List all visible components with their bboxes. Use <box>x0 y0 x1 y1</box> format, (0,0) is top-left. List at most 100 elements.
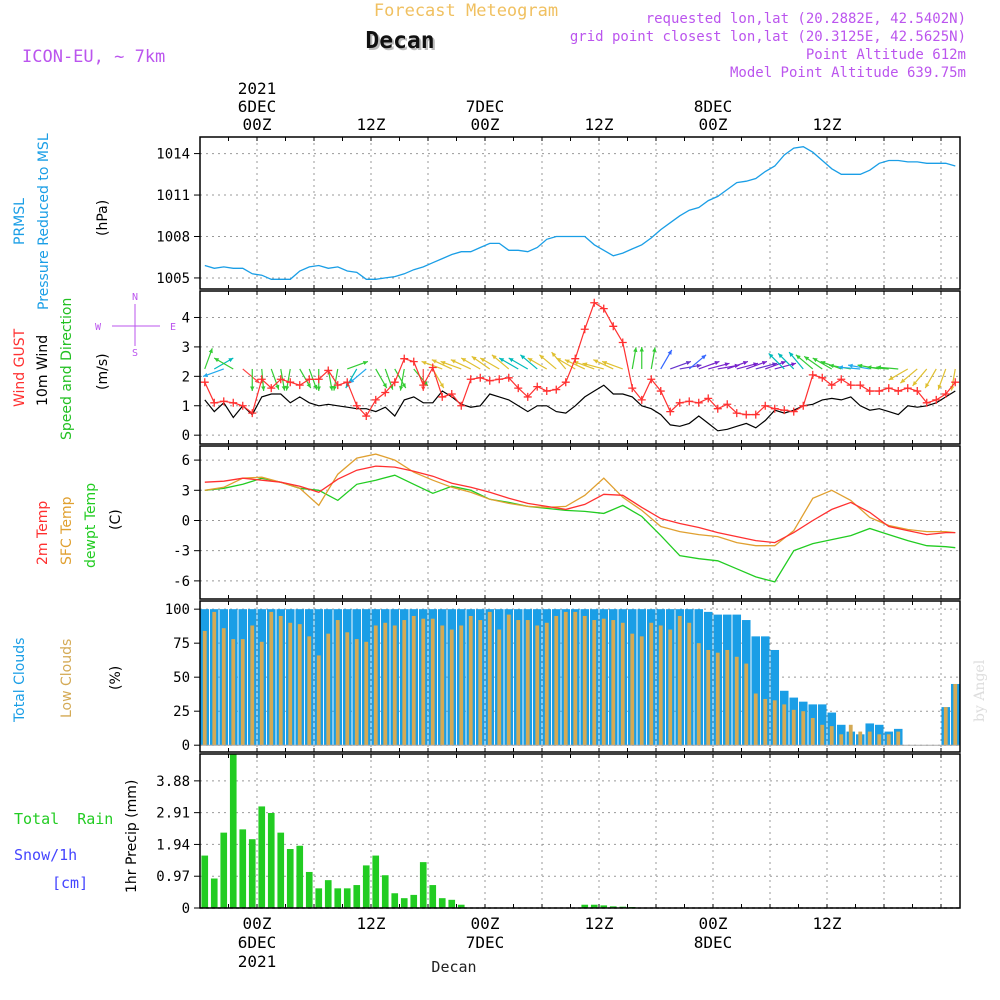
rain-bar <box>201 855 209 908</box>
low-cloud-bar <box>677 615 682 746</box>
rain-bar <box>286 849 294 908</box>
low-cloud-bar <box>468 615 473 746</box>
gust-marker <box>656 387 665 396</box>
wind-direction-arrow <box>900 368 918 384</box>
gust-marker <box>276 375 285 384</box>
gust-marker <box>675 398 684 407</box>
wind-direction-arrow <box>876 365 899 370</box>
gust-marker <box>257 375 266 384</box>
low-cloud-bar <box>202 630 207 746</box>
top-time-label: 00Z <box>699 115 728 134</box>
arrow-head <box>431 359 437 364</box>
precip-labels: Total Rain Snow/1h [cm] 1hr Precip (mm) <box>14 780 140 893</box>
rain-bar <box>362 865 370 908</box>
wind-direction-arrows <box>202 346 956 391</box>
low-cloud-bar <box>763 698 768 746</box>
gust-marker <box>400 354 409 363</box>
cloud-unit: (%) <box>108 666 124 690</box>
arrow-head <box>281 385 286 391</box>
arrow-head <box>306 383 311 389</box>
gust-marker <box>637 395 646 404</box>
low-cloud-bar <box>839 734 844 746</box>
wind-direction-arrow <box>639 346 644 369</box>
gust-marker <box>352 401 361 410</box>
wind-direction-arrow <box>679 363 702 370</box>
arrow-head <box>593 359 599 364</box>
low-cloud-bar <box>250 625 255 746</box>
pressure-line <box>204 146 956 280</box>
rain-bar <box>248 839 256 908</box>
gust-marker <box>457 401 466 410</box>
low-cloud-bar <box>354 639 359 746</box>
arrow-head <box>857 363 863 369</box>
model-label: ICON-EU, ~ 7km <box>22 47 165 67</box>
compass-n: N <box>132 292 138 303</box>
wind-direction-arrow <box>866 365 889 370</box>
gust-marker <box>875 387 884 396</box>
low-cloud-bar <box>563 611 568 746</box>
wind-direction-arrow <box>491 354 510 370</box>
gust-marker <box>286 378 295 387</box>
low-cloud-bar <box>829 726 834 746</box>
wind-direction-arrow <box>593 359 614 370</box>
arrow-head <box>912 380 918 386</box>
arrow-head <box>667 349 672 355</box>
low-cloud-bar <box>592 620 597 746</box>
wind-gust-line <box>204 301 956 417</box>
gust-marker <box>381 388 390 397</box>
arrow-head <box>742 360 748 366</box>
precip-ytick-label: 1.94 <box>156 837 190 853</box>
bottom-station-label: Decan <box>431 958 476 976</box>
low-cloud-bar <box>240 639 245 746</box>
gust-marker <box>704 394 713 403</box>
low-cloud-bar <box>373 625 378 746</box>
gust-marker <box>219 397 228 406</box>
arrow-head <box>261 386 266 391</box>
gust-marker <box>295 381 304 390</box>
wind-direction-arrow <box>777 352 795 370</box>
pressure-frame <box>199 136 961 290</box>
gust-marker <box>476 373 485 382</box>
temp2m-label: 2m Temp <box>35 501 51 565</box>
arrow-head <box>520 354 526 360</box>
compass-w: W <box>95 322 102 333</box>
low-cloud-bar <box>953 683 958 746</box>
wind-direction-arrow <box>582 362 604 370</box>
wind-ytick-label: 2 <box>182 369 190 385</box>
arrow-head <box>275 384 280 390</box>
precip-ytick-label: 2.91 <box>156 806 190 822</box>
wind-frame <box>199 290 961 445</box>
gust-marker <box>447 389 456 398</box>
gust-marker <box>210 398 219 407</box>
gust-marker <box>523 392 532 401</box>
wind-direction-arrow <box>413 368 429 387</box>
wind-direction-arrow <box>250 368 255 391</box>
gust-marker <box>865 387 874 396</box>
low-cloud-bar <box>573 611 578 746</box>
gust-marker <box>618 338 627 347</box>
arrow-head <box>685 360 691 366</box>
wind-direction-arrow <box>838 365 861 370</box>
low-cloud-bar <box>316 655 321 746</box>
gust-marker <box>818 373 827 382</box>
bottom-time-label: 00Z <box>471 914 500 933</box>
rain-bar <box>429 885 437 908</box>
pressure-label-2: Pressure Reduced to MSL <box>36 133 52 310</box>
clouds-ytick-label: 25 <box>173 704 190 720</box>
gust-marker <box>694 398 703 407</box>
low-cloud-bar <box>801 711 806 746</box>
wind-direction-arrow <box>727 360 749 370</box>
low-cloud-bar <box>630 633 635 746</box>
low-cloud-bar <box>791 709 796 746</box>
gust-marker <box>409 357 418 366</box>
gust-marker <box>495 375 504 384</box>
temperature-ytick-label: -3 <box>173 544 190 560</box>
arrow-head <box>228 357 234 363</box>
bottom-time-label: 12Z <box>585 914 614 933</box>
pressure-unit: (hPa) <box>95 200 111 236</box>
snow-label: Snow/1h <box>14 846 77 864</box>
low-cloud-bar <box>421 618 426 746</box>
low-cloud-bar <box>848 724 853 746</box>
low-cloud-bar <box>269 611 274 746</box>
wind-direction-arrow <box>479 357 500 370</box>
